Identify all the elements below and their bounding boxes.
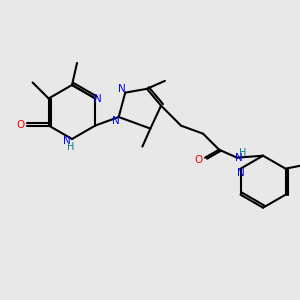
Text: H: H bbox=[67, 142, 75, 152]
Text: O: O bbox=[194, 155, 202, 165]
Text: N: N bbox=[118, 84, 126, 94]
Text: N: N bbox=[235, 153, 243, 163]
Text: N: N bbox=[237, 168, 244, 178]
Text: N: N bbox=[63, 136, 71, 146]
Text: N: N bbox=[94, 94, 101, 103]
Text: H: H bbox=[239, 148, 247, 158]
Text: N: N bbox=[112, 116, 120, 126]
Text: O: O bbox=[16, 121, 25, 130]
